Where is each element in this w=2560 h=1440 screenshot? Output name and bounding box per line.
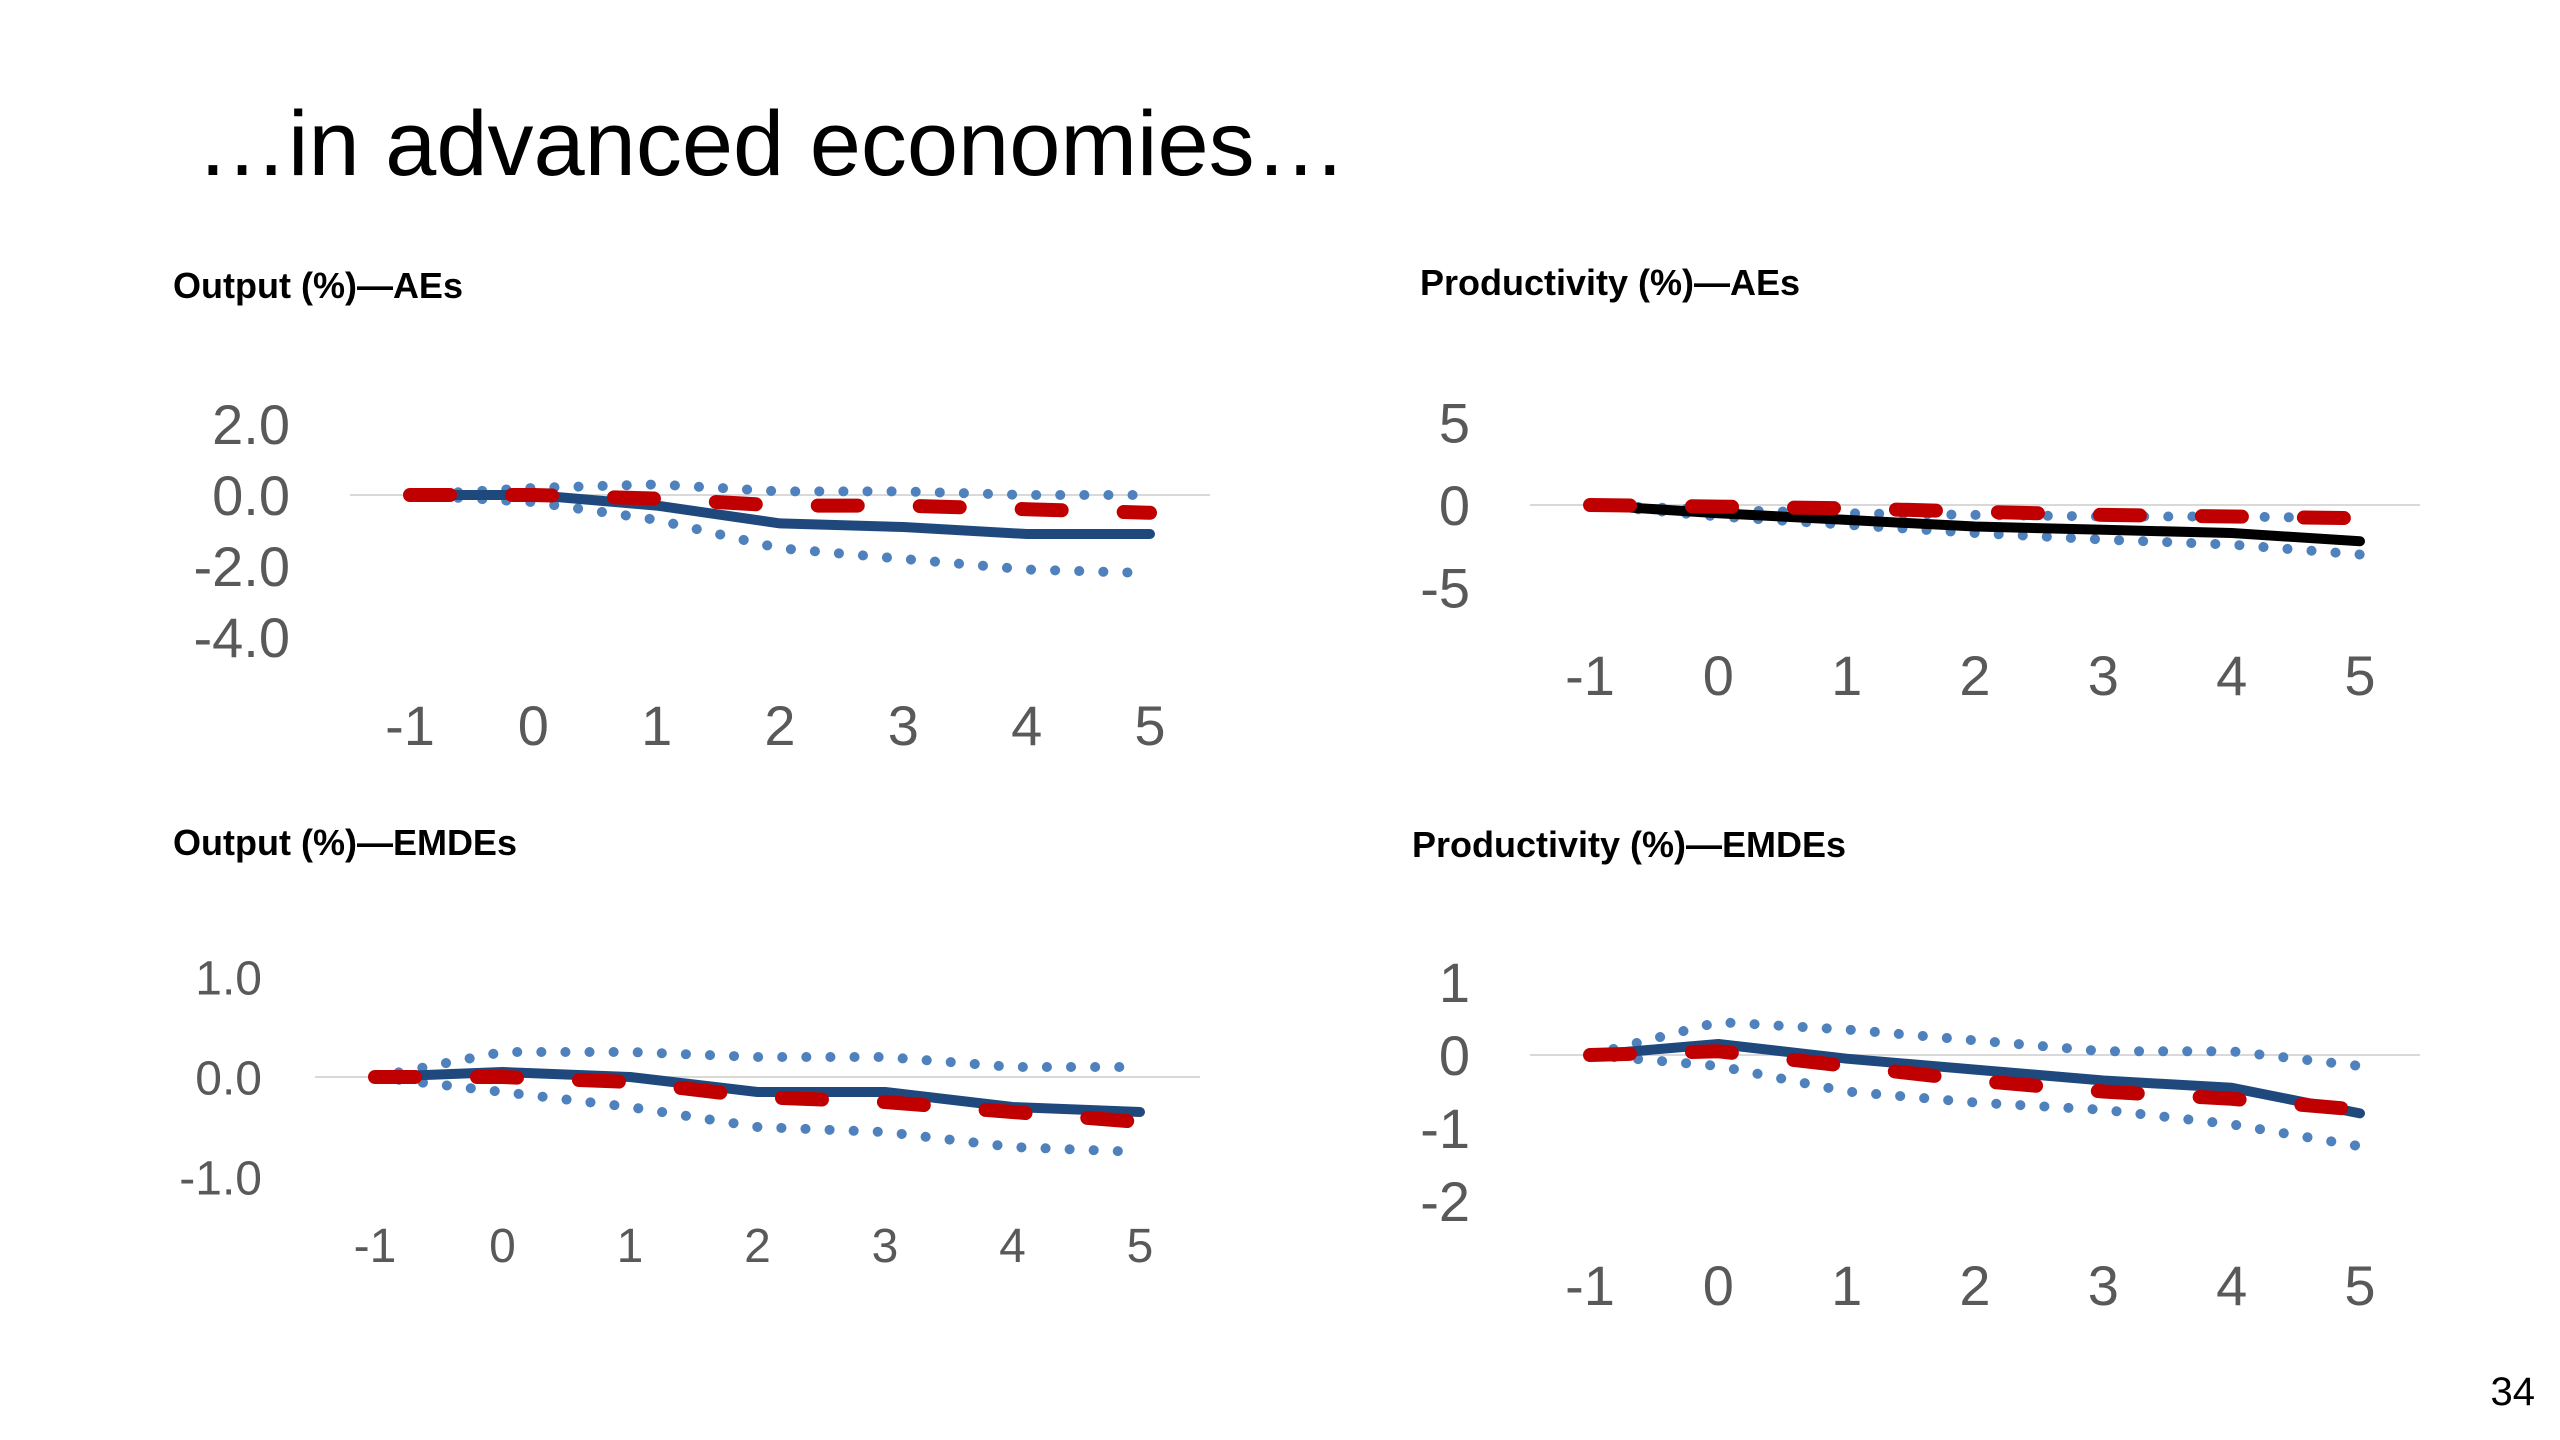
chart-title-productivity-emdes: Productivity (%)—EMDEs bbox=[1412, 824, 1847, 865]
output-aes-series-dotted-lower bbox=[405, 490, 1155, 579]
productivity-aes-series-dotted-lower bbox=[1585, 500, 2365, 560]
productivity-aes-x-tick-label: 5 bbox=[2344, 644, 2375, 707]
productivity-emdes-x-tick-label: -1 bbox=[1565, 1254, 1615, 1317]
productivity-aes-series-dotted-upper bbox=[1585, 500, 2365, 524]
productivity-aes-x-tick-label: 3 bbox=[2088, 644, 2119, 707]
productivity-emdes-series-solid bbox=[1585, 1039, 2365, 1119]
output-aes-x-tick-label: -1 bbox=[385, 694, 435, 757]
output-aes-x-tick-label: 4 bbox=[1011, 694, 1042, 757]
output-aes-y-tick-label: 0.0 bbox=[212, 464, 290, 527]
output-aes-x-tick-label: 3 bbox=[888, 694, 919, 757]
output-aes-series-dashed bbox=[403, 488, 1157, 520]
productivity-emdes-x-tick-label: 1 bbox=[1831, 1254, 1862, 1317]
chart-title-output-aes: Output (%)—AEs bbox=[173, 265, 463, 306]
output-emdes-y-tick-label: 0.0 bbox=[195, 1052, 262, 1105]
output-aes-x-tick-label: 2 bbox=[764, 694, 795, 757]
productivity-emdes-x-tick-label: 5 bbox=[2344, 1254, 2375, 1317]
output-aes-x-tick-label: 1 bbox=[641, 694, 672, 757]
output-aes-y-tick-label: -2.0 bbox=[194, 535, 291, 598]
output-aes-y-tick-label: 2.0 bbox=[212, 393, 290, 456]
productivity-aes-y-tick-label: 0 bbox=[1439, 474, 1470, 537]
productivity-emdes-x-tick-label: 4 bbox=[2216, 1254, 2247, 1317]
output-emdes-x-tick-label: 3 bbox=[872, 1220, 899, 1273]
chart-title-productivity-aes: Productivity (%)—AEs bbox=[1420, 262, 1801, 303]
output-aes-x-tick-label: 0 bbox=[518, 694, 549, 757]
output-emdes-x-tick-label: -1 bbox=[354, 1220, 397, 1273]
productivity-aes-x-tick-label: 0 bbox=[1703, 644, 1734, 707]
output-emdes-series-dotted-upper bbox=[370, 1047, 1145, 1082]
output-emdes-x-tick-label: 4 bbox=[999, 1220, 1026, 1273]
productivity-emdes-series-dashed bbox=[1583, 1044, 2367, 1117]
page-number: 34 bbox=[2490, 1370, 2536, 1414]
output-emdes-x-tick-label: 0 bbox=[489, 1220, 516, 1273]
productivity-emdes-x-tick-label: 2 bbox=[1959, 1254, 1990, 1317]
productivity-emdes-y-tick-label: 1 bbox=[1439, 951, 1470, 1014]
output-emdes-series-dashed bbox=[368, 1070, 1147, 1129]
productivity-aes-y-tick-label: 5 bbox=[1439, 392, 1470, 455]
productivity-emdes-series-dotted-lower bbox=[1585, 1050, 2365, 1152]
productivity-aes-x-tick-label: 2 bbox=[1959, 644, 1990, 707]
chart-title-output-emdes: Output (%)—EMDEs bbox=[173, 822, 517, 863]
productivity-aes-x-tick-label: -1 bbox=[1565, 644, 1615, 707]
productivity-aes-y-tick-label: -5 bbox=[1420, 557, 1470, 620]
productivity-aes-x-tick-label: 4 bbox=[2216, 644, 2247, 707]
productivity-emdes-y-tick-label: 0 bbox=[1439, 1024, 1470, 1087]
output-emdes-x-tick-label: 1 bbox=[617, 1220, 644, 1273]
productivity-aes-x-tick-label: 1 bbox=[1831, 644, 1862, 707]
output-emdes-y-tick-label: 1.0 bbox=[195, 952, 262, 1005]
productivity-emdes-y-tick-label: -2 bbox=[1420, 1170, 1470, 1233]
output-emdes-x-tick-label: 5 bbox=[1127, 1220, 1154, 1273]
productivity-emdes-x-tick-label: 0 bbox=[1703, 1254, 1734, 1317]
productivity-emdes-y-tick-label: -1 bbox=[1420, 1097, 1470, 1160]
output-emdes-y-tick-label: -1.0 bbox=[179, 1152, 262, 1205]
productivity-emdes-series-dotted-upper bbox=[1585, 1017, 2365, 1071]
output-aes-y-tick-label: -4.0 bbox=[194, 606, 291, 669]
output-aes-x-tick-label: 5 bbox=[1134, 694, 1165, 757]
slide-title: …in advanced economies… bbox=[196, 93, 1347, 195]
output-emdes-series-dotted-lower bbox=[370, 1072, 1145, 1157]
output-emdes-x-tick-label: 2 bbox=[744, 1220, 771, 1273]
productivity-aes-series-dashed bbox=[1583, 498, 2367, 526]
productivity-emdes-x-tick-label: 3 bbox=[2088, 1254, 2119, 1317]
output-aes-series-dotted-upper bbox=[405, 479, 1155, 500]
